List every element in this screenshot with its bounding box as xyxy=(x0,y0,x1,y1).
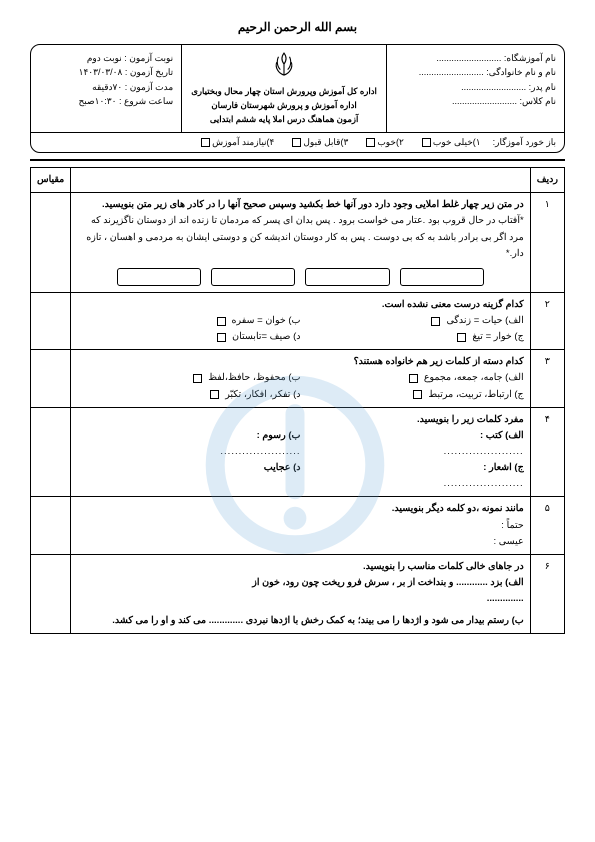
exam-meta: نوبت آزمون : نوبت دوم تاریخ آزمون : ۱۴۰۳… xyxy=(31,45,181,132)
score-cell xyxy=(31,193,71,293)
q6-b: ب) رستم بیدار می شود و اژدها را می بیند؛… xyxy=(77,613,523,629)
q4-c: ج) اشعار : xyxy=(483,460,523,476)
q-num: ۳ xyxy=(530,350,564,407)
q4-d: د) عجایب xyxy=(264,460,301,476)
duration-label: مدت آزمون : ۷۰دقیقه xyxy=(39,80,173,94)
answer-box[interactable] xyxy=(305,268,389,286)
q-body: مانند نمونه ،دو کلمه دیگر بنویسید. حتماً… xyxy=(71,497,530,554)
class-label: نام کلاس: .......................... xyxy=(395,94,556,108)
feedback-row: باز خورد آموزگار: ۱)خیلی خوب ۲)خوب ۳)قاب… xyxy=(31,133,564,152)
answer-box[interactable] xyxy=(117,268,201,286)
father-label: نام پدر: .......................... xyxy=(395,80,556,94)
name-label: نام و نام خانوادگی: ....................… xyxy=(395,65,556,79)
q6-title: در جاهای خالی کلمات مناسب را بنویسید. xyxy=(77,559,523,575)
checkbox-icon[interactable] xyxy=(193,374,202,383)
checkbox-icon[interactable] xyxy=(413,390,422,399)
checkbox-icon[interactable] xyxy=(366,138,375,147)
questions-table: ردیف مقیاس ۱ در متن زیر چهار غلط املایی … xyxy=(30,167,565,634)
answer-boxes xyxy=(117,268,483,286)
start-label: ساعت شروع : ۱۰:۳۰صبح xyxy=(39,94,173,108)
checkbox-icon[interactable] xyxy=(431,317,440,326)
iran-emblem-icon xyxy=(273,51,295,79)
q-body: مفرد کلمات زیر را بنویسید. الف) کتب : ب)… xyxy=(71,407,530,497)
question-row: ۴ مفرد کلمات زیر را بنویسید. الف) کتب : … xyxy=(31,407,565,497)
q2-c: ج) خوار = تیغ xyxy=(472,329,523,345)
col-body-header xyxy=(71,168,530,193)
checkbox-icon[interactable] xyxy=(217,333,226,342)
question-row: ۱ در متن زیر چهار غلط املایی وجود دارد د… xyxy=(31,193,565,293)
exam-header: نام آموزشگاه: ..........................… xyxy=(30,44,565,153)
q3-title: کدام دسته از کلمات زیر هم خانواده هستند؟ xyxy=(77,354,523,370)
q-num: ۶ xyxy=(530,554,564,634)
q5-title: مانند نمونه ،دو کلمه دیگر بنویسید. xyxy=(77,501,523,517)
q2-d: د) صیف =تابستان xyxy=(232,329,300,345)
score-cell xyxy=(31,407,71,497)
q2-b: ب) خوان = سفره xyxy=(232,313,301,329)
org-line1: اداره کل آموزش وپرورش استان چهار محال وب… xyxy=(190,85,378,99)
checkbox-icon[interactable] xyxy=(217,317,226,326)
q3-d: د) تفکر، افکار، تکبّر xyxy=(225,387,300,403)
org-line3: آزمون هماهنگ درس املا پایه ششم ابتدایی xyxy=(190,113,378,127)
checkbox-icon[interactable] xyxy=(422,138,431,147)
opt-3-label: ۳)قابل قبول xyxy=(303,137,348,148)
divider xyxy=(30,159,565,161)
q-num: ۱ xyxy=(530,193,564,293)
q2-title: کدام گزینه درست معنی نشده است. xyxy=(77,297,523,313)
date-label: تاریخ آزمون : ۱۴۰۳/۰۳/۰۸ xyxy=(39,65,173,79)
question-row: ۲ کدام گزینه درست معنی نشده است. الف) حی… xyxy=(31,292,565,349)
score-cell xyxy=(31,350,71,407)
dots: ...................... xyxy=(444,444,524,460)
q4-a: الف) کتب : xyxy=(480,428,524,444)
dots: ...................... xyxy=(444,476,524,492)
q-body: در متن زیر چهار غلط املایی وجود دارد دور… xyxy=(71,193,530,293)
dots: ...................... xyxy=(220,444,300,460)
opt-2-label: ۲)خوب xyxy=(377,137,404,148)
q5-l1: حتماً : xyxy=(77,518,523,534)
answer-box[interactable] xyxy=(400,268,484,286)
school-label: نام آموزشگاه: .......................... xyxy=(395,51,556,65)
opt-1-label: ۱)خیلی خوب xyxy=(433,137,481,148)
checkbox-icon[interactable] xyxy=(201,138,210,147)
checkbox-icon[interactable] xyxy=(409,374,418,383)
turn-label: نوبت آزمون : نوبت دوم xyxy=(39,51,173,65)
checkbox-icon[interactable] xyxy=(292,138,301,147)
checkbox-icon[interactable] xyxy=(210,390,219,399)
q-body: کدام گزینه درست معنی نشده است. الف) حیات… xyxy=(71,292,530,349)
q4-title: مفرد کلمات زیر را بنویسید. xyxy=(77,412,523,428)
q4-b: ب) رسوم : xyxy=(257,428,301,444)
q1-title: در متن زیر چهار غلط املایی وجود دارد دور… xyxy=(77,197,523,213)
col-score-header: مقیاس xyxy=(31,168,71,193)
q6-a: الف) بزد ............ و بنداخت از بر ، س… xyxy=(77,575,523,591)
checkbox-icon[interactable] xyxy=(457,333,466,342)
q-body: کدام دسته از کلمات زیر هم خانواده هستند؟… xyxy=(71,350,530,407)
q3-a: الف) جامه، جمعه، مجموع xyxy=(424,370,524,386)
org-line2: اداره آموزش و پرورش شهرستان فارسان xyxy=(190,99,378,113)
q-body: در جاهای خالی کلمات مناسب را بنویسید. ال… xyxy=(71,554,530,634)
score-cell xyxy=(31,497,71,554)
q3-b: ب) محفوظ، حافظ،لفظ xyxy=(208,370,300,386)
org-info: اداره کل آموزش وپرورش استان چهار محال وب… xyxy=(181,45,387,132)
col-num-header: ردیف xyxy=(530,168,564,193)
q-num: ۵ xyxy=(530,497,564,554)
q3-c: ج) ارتباط، تربیت، مرتبط xyxy=(428,387,523,403)
q-num: ۲ xyxy=(530,292,564,349)
question-row: ۳ کدام دسته از کلمات زیر هم خانواده هستن… xyxy=(31,350,565,407)
score-cell xyxy=(31,554,71,634)
answer-box[interactable] xyxy=(211,268,295,286)
q5-l2: عیسی : xyxy=(77,534,523,550)
q2-a: الف) حیات = زندگی xyxy=(446,313,523,329)
opt-4-label: ۴)نیازمند آموزش xyxy=(212,137,274,148)
student-info: نام آموزشگاه: ..........................… xyxy=(387,45,564,132)
feedback-label: باز خورد آموزگار: xyxy=(493,137,556,148)
question-row: ۵ مانند نمونه ،دو کلمه دیگر بنویسید. حتم… xyxy=(31,497,565,554)
q1-text: *آفتاب در حال قروب بود .عتار می خواست بر… xyxy=(77,213,523,261)
q-num: ۴ xyxy=(530,407,564,497)
score-cell xyxy=(31,292,71,349)
q6-a2: .............. xyxy=(77,591,523,607)
bismillah-title: بسم الله الرحمن الرحیم xyxy=(30,20,565,34)
question-row: ۶ در جاهای خالی کلمات مناسب را بنویسید. … xyxy=(31,554,565,634)
